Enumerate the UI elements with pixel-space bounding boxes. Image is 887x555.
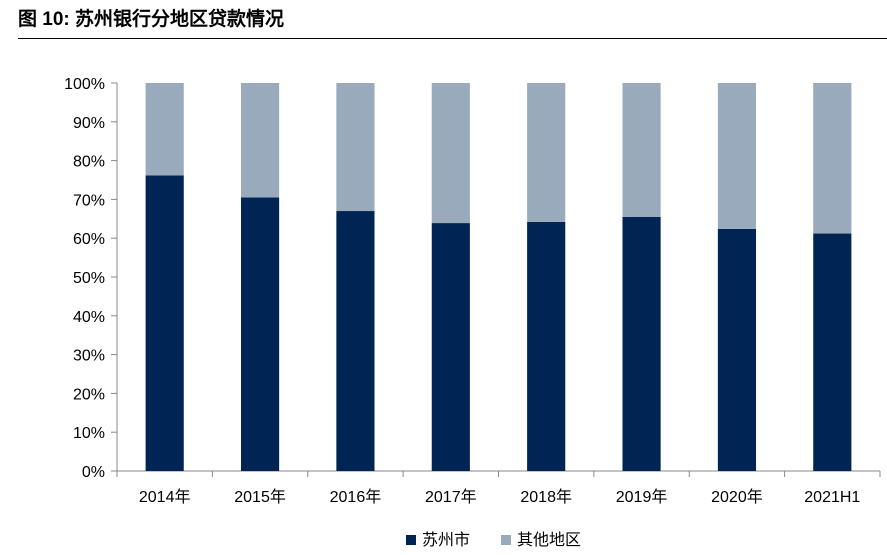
bar-segment — [622, 216, 661, 471]
x-tick-label: 2021H1 — [804, 489, 860, 506]
y-tick-label: 30% — [73, 348, 105, 365]
bar-segment — [145, 175, 184, 471]
y-tick-label: 60% — [73, 231, 105, 248]
y-tick-label: 10% — [73, 425, 105, 442]
bar-segment — [717, 228, 757, 471]
legend-swatch — [406, 535, 416, 545]
bar-segment — [813, 83, 852, 234]
y-tick-label: 70% — [73, 192, 105, 209]
x-tick-label: 2015年 — [234, 488, 286, 506]
y-tick-label: 20% — [73, 386, 105, 403]
legend-label: 其他地区 — [517, 531, 581, 549]
x-tick-label: 2018年 — [520, 488, 572, 506]
bar-segment — [336, 83, 375, 212]
bar-segment — [527, 221, 566, 471]
x-tick-label: 2017年 — [425, 488, 477, 506]
title-divider — [18, 38, 887, 39]
bar-segment — [717, 83, 757, 229]
x-tick-label: 2019年 — [616, 488, 668, 506]
bar-segment — [527, 83, 566, 222]
y-tick-label: 100% — [64, 76, 105, 93]
figure-label: 图 10: — [18, 9, 70, 30]
x-tick-label: 2014年 — [139, 488, 191, 506]
bar-segment — [622, 83, 661, 217]
y-tick-label: 0% — [82, 464, 105, 481]
y-tick-label: 80% — [73, 154, 105, 171]
bar-segment — [813, 233, 852, 471]
x-tick-label: 2016年 — [330, 488, 382, 506]
legend-swatch — [501, 535, 511, 545]
figure-title: 图 10: 苏州银行分地区贷款情况 — [18, 6, 284, 34]
bar-segment — [240, 197, 280, 471]
bar-segment — [431, 83, 470, 224]
bar-segment — [145, 83, 184, 176]
y-tick-label: 90% — [73, 115, 105, 132]
y-tick-label: 50% — [73, 270, 105, 287]
figure-title-text: 苏州银行分地区贷款情况 — [75, 9, 285, 30]
bar-segment — [336, 211, 375, 472]
x-tick-label: 2020年 — [711, 488, 763, 506]
bar-segment — [240, 83, 280, 198]
legend-label: 苏州市 — [422, 531, 470, 549]
y-tick-label: 40% — [73, 309, 105, 326]
bar-segment — [431, 223, 470, 471]
